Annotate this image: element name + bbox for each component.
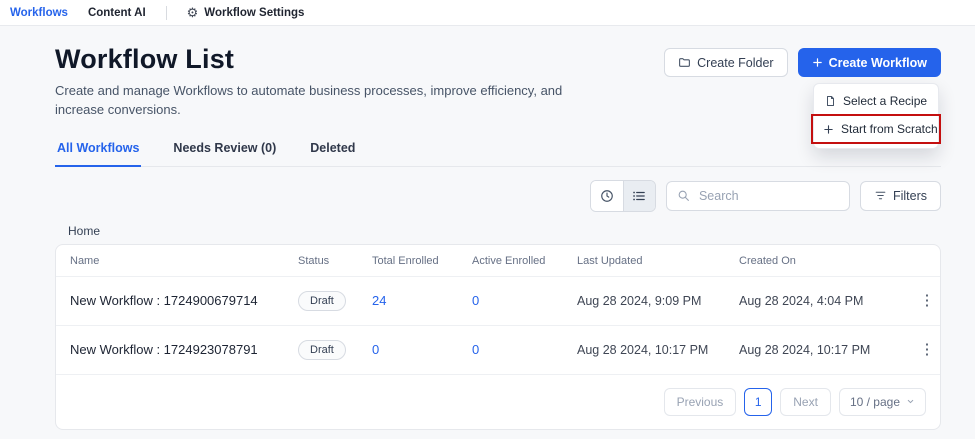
search-box bbox=[665, 180, 850, 211]
row-actions-kebab-icon[interactable]: ⋮ bbox=[903, 275, 940, 326]
total-enrolled-link[interactable]: 0 bbox=[372, 342, 380, 358]
column-header-status: Status bbox=[298, 254, 330, 267]
page-title: Workflow List bbox=[55, 44, 235, 74]
column-header-created-on: Created On bbox=[739, 254, 796, 267]
table-row: New Workflow : 1724900679714 Draft 24 0 … bbox=[56, 275, 940, 326]
menu-item-select-recipe[interactable]: Select a Recipe bbox=[814, 88, 938, 114]
page-subtitle: Create and manage Workflows to automate … bbox=[55, 83, 563, 117]
filter-icon bbox=[874, 189, 887, 202]
list-toolbar: Filters bbox=[55, 179, 941, 212]
annotation-box: Start from Scratch bbox=[811, 114, 941, 144]
nav-item-content-ai[interactable]: Content AI bbox=[87, 6, 146, 19]
workflow-tabs: All Workflows Needs Review (0) Deleted bbox=[55, 132, 941, 167]
current-page-button[interactable]: 1 bbox=[744, 387, 773, 416]
created-on-value: Aug 28 2024, 10:17 PM bbox=[725, 324, 903, 374]
status-badge: Draft bbox=[298, 339, 346, 360]
chevron-down-icon bbox=[906, 397, 915, 406]
last-updated-value: Aug 28 2024, 10:17 PM bbox=[563, 324, 725, 374]
list-view-button[interactable] bbox=[622, 180, 655, 211]
workflow-name-link[interactable]: New Workflow : 1724923078791 bbox=[56, 324, 284, 374]
nav-item-workflows[interactable]: Workflows bbox=[10, 6, 68, 19]
recipe-icon bbox=[824, 95, 836, 107]
header-actions: Create Folder Create Workflow Select a R… bbox=[664, 48, 941, 149]
folder-icon bbox=[678, 56, 691, 69]
last-updated-value: Aug 28 2024, 9:09 PM bbox=[563, 275, 725, 326]
workflow-table: Name Status Total Enrolled Active Enroll… bbox=[56, 245, 940, 374]
workflow-settings-label: Workflow Settings bbox=[204, 6, 305, 19]
created-on-value: Aug 28 2024, 4:04 PM bbox=[725, 275, 903, 326]
create-folder-button[interactable]: Create Folder bbox=[664, 48, 788, 77]
create-folder-label: Create Folder bbox=[697, 55, 774, 70]
plus-icon bbox=[812, 57, 823, 68]
tab-needs-review[interactable]: Needs Review (0) bbox=[173, 140, 277, 155]
tab-all-workflows[interactable]: All Workflows bbox=[55, 132, 142, 167]
column-header-name: Name bbox=[70, 254, 100, 267]
previous-page-button[interactable]: Previous bbox=[663, 387, 737, 416]
filters-button[interactable]: Filters bbox=[859, 180, 941, 211]
next-page-button[interactable]: Next bbox=[780, 387, 831, 416]
plus-icon bbox=[823, 124, 834, 135]
menu-item-label: Select a Recipe bbox=[843, 94, 928, 108]
menu-item-label: Start from Scratch bbox=[841, 122, 938, 136]
row-actions-kebab-icon[interactable]: ⋮ bbox=[903, 324, 940, 374]
gear-icon: ⚙ bbox=[186, 5, 199, 20]
workflow-table-card: Name Status Total Enrolled Active Enroll… bbox=[55, 243, 941, 430]
breadcrumb[interactable]: Home bbox=[68, 223, 101, 238]
column-header-actions bbox=[903, 245, 940, 277]
tab-deleted[interactable]: Deleted bbox=[310, 140, 356, 155]
column-header-last-updated: Last Updated bbox=[577, 254, 643, 267]
create-workflow-menu: Select a Recipe Start from Scratch bbox=[811, 83, 941, 149]
main-content: Workflow List Create and manage Workflow… bbox=[0, 26, 975, 430]
active-enrolled-link[interactable]: 0 bbox=[472, 293, 480, 309]
view-toggle-group bbox=[589, 179, 656, 212]
table-row: New Workflow : 1724923078791 Draft 0 0 A… bbox=[56, 324, 940, 374]
total-enrolled-link[interactable]: 24 bbox=[372, 293, 387, 309]
filters-label: Filters bbox=[892, 188, 927, 203]
workflow-name-link[interactable]: New Workflow : 1724900679714 bbox=[56, 275, 284, 326]
active-enrolled-link[interactable]: 0 bbox=[472, 342, 480, 358]
create-workflow-label: Create Workflow bbox=[828, 55, 927, 70]
top-nav-bar: Workflows Content AI ⚙ Workflow Settings bbox=[0, 0, 975, 26]
page-header: Workflow List Create and manage Workflow… bbox=[55, 38, 941, 149]
nav-item-workflow-settings[interactable]: ⚙ Workflow Settings bbox=[187, 6, 305, 19]
column-header-active-enrolled: Active Enrolled bbox=[472, 254, 546, 267]
pagination: Previous 1 Next 10 / page bbox=[56, 373, 940, 429]
column-header-total-enrolled: Total Enrolled bbox=[372, 254, 439, 267]
status-badge: Draft bbox=[298, 290, 346, 311]
clock-icon bbox=[600, 189, 614, 203]
create-workflow-button[interactable]: Create Workflow bbox=[797, 48, 941, 77]
page-size-label: 10 / page bbox=[849, 394, 900, 409]
search-icon bbox=[677, 189, 690, 202]
nav-divider bbox=[165, 5, 167, 20]
page-size-select[interactable]: 10 / page bbox=[838, 387, 926, 416]
menu-item-start-from-scratch[interactable]: Start from Scratch bbox=[813, 116, 939, 142]
search-input[interactable] bbox=[696, 187, 839, 204]
page-header-text: Workflow List Create and manage Workflow… bbox=[55, 38, 600, 120]
recent-view-button[interactable] bbox=[590, 180, 623, 211]
list-icon bbox=[632, 189, 646, 203]
table-header-row: Name Status Total Enrolled Active Enroll… bbox=[56, 245, 940, 277]
